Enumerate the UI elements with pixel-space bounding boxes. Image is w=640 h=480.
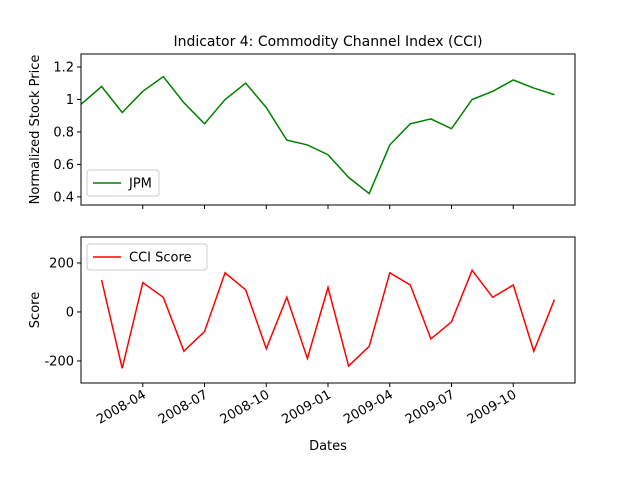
x-axis-label: Dates [309, 439, 347, 454]
legend-label: JPM [128, 177, 152, 192]
x-tick-label: 2009-04 [341, 387, 396, 427]
y-tick-label: -200 [44, 354, 74, 369]
x-tick-label: 2009-10 [465, 387, 520, 427]
y-tick-label: 0.4 [53, 190, 74, 205]
x-tick-label: 2009-01 [279, 387, 334, 427]
x-tick-label: 2008-10 [218, 387, 273, 427]
x-tick-label: 2008-07 [156, 387, 211, 427]
y-tick-label: 1.2 [53, 60, 74, 75]
legend-box [86, 169, 160, 197]
y-tick-label: 0.8 [53, 125, 74, 140]
y-tick-label: 0.6 [53, 158, 74, 173]
x-tick-label: 2008-04 [94, 387, 149, 427]
y-tick-label: 200 [49, 256, 74, 271]
series-line [80, 75, 555, 195]
y-axis-label: Normalized Stock Price [28, 55, 43, 205]
y-axis-label: Score [28, 292, 43, 328]
y-tick-label: 1 [66, 93, 74, 108]
chart-title: Indicator 4: Commodity Channel Index (CC… [173, 34, 482, 50]
x-tick-label: 2009-07 [403, 387, 458, 427]
axes-frame [80, 236, 576, 384]
series-line [100, 268, 556, 369]
legend-label: CCI Score [129, 251, 192, 266]
legend-box [86, 243, 208, 271]
y-tick-label: 0 [66, 305, 74, 320]
axes-frame [80, 53, 576, 206]
